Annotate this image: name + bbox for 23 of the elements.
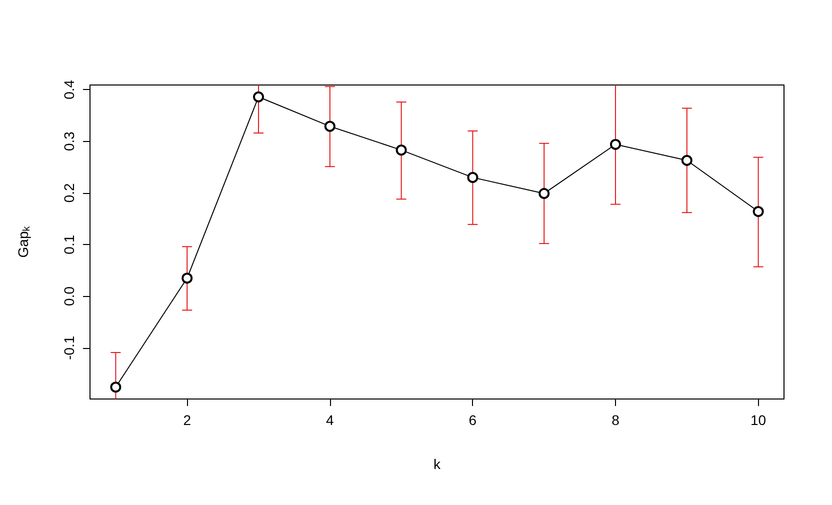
point (681, 154, 692, 166)
x-tick-label: 4 (326, 412, 334, 428)
y-tick-label: 0.4 (61, 80, 77, 100)
x-tick-label: 2 (183, 412, 192, 428)
point (110, 382, 122, 393)
x-tick-label: 10 (750, 412, 766, 428)
x-axis-title: k (434, 456, 442, 472)
point (324, 120, 336, 132)
y-tick-label: 0.2 (61, 182, 77, 203)
y-tick-label: 0.3 (61, 131, 77, 152)
point (396, 144, 407, 156)
point (610, 138, 621, 150)
point (752, 206, 764, 218)
point (253, 91, 264, 102)
y-tick-label: 0.0 (61, 286, 77, 306)
point (182, 272, 193, 284)
y-axis-title: Gapk (15, 225, 32, 258)
point (538, 188, 550, 199)
point (467, 172, 478, 183)
y-tick-label: -0.1 (61, 336, 77, 360)
x-tick-label: 8 (612, 412, 620, 428)
y-tick-label: 0.1 (61, 234, 77, 254)
x-tick-label: 6 (468, 412, 477, 428)
